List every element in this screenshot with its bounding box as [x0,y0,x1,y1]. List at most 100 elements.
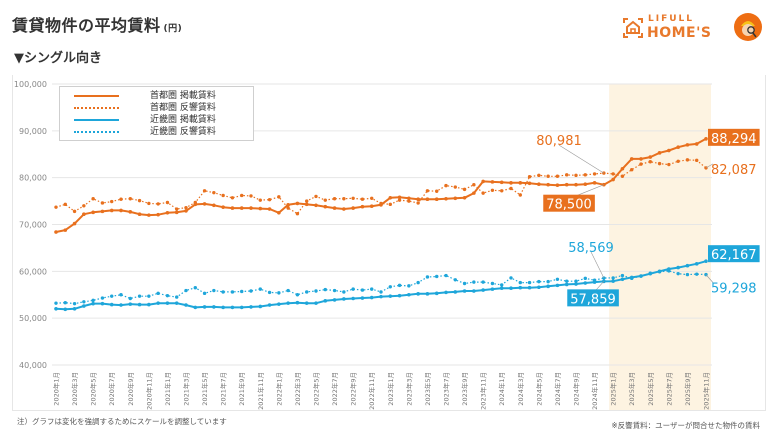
data-point [490,281,495,286]
data-point [54,301,58,305]
legend-swatch-dotted-blue [74,131,119,133]
x-tick-label: 2023年5月 [423,372,432,406]
annotation-label: 62,167 [711,248,757,263]
data-point [202,305,207,309]
data-point [156,291,160,296]
data-point [472,280,476,284]
data-point [221,290,225,294]
data-point [369,204,374,209]
series-line-0 [55,137,707,233]
data-point [193,200,197,205]
data-point [63,307,68,312]
lifull-homes-logo: LIFULL HOME'S [622,13,762,47]
data-point [416,280,420,285]
data-point [100,201,105,205]
data-point [583,276,587,281]
legend: 首都圏 掲載賃料 首都圏 反響賃料 近畿圏 掲載賃料 近畿圏 反響賃料 [59,86,254,141]
legend-swatch-solid-blue [74,119,119,121]
data-point [639,162,643,166]
data-point [342,207,346,211]
data-point [574,182,578,187]
data-point [360,288,365,292]
annotation-box [708,245,760,263]
y-tick-label: 60,000 [19,267,47,276]
x-tick-label: 2023年9月 [460,372,469,406]
data-point [221,205,225,209]
data-point [119,293,123,297]
data-point [165,301,170,305]
data-point [267,303,272,307]
data-point [583,173,587,177]
data-point [500,189,504,193]
data-point [388,196,393,200]
data-point [537,182,541,187]
legend-label: 首都圏 反響賃料 [150,103,216,113]
data-point [314,301,318,305]
data-point [212,203,216,208]
x-tick-label: 2024年9月 [572,372,581,406]
annotation-box [567,289,619,307]
x-tick-label: 2025年1月 [609,372,618,406]
data-point [54,307,58,311]
data-point [342,297,346,301]
x-tick-label: 2021年11月 [256,372,265,410]
data-point [109,302,114,307]
data-point [221,305,225,310]
data-point [416,201,420,205]
data-point [91,298,95,303]
data-point [435,189,439,193]
data-point [267,207,272,211]
data-point [435,274,439,279]
data-point [667,148,671,153]
data-point [472,289,476,293]
x-tick-label: 2020年3月 [70,372,79,406]
data-point [249,305,253,309]
data-point [416,292,420,296]
data-point [648,155,653,159]
home-logo-icon [623,18,643,38]
x-tick-label: 2024年7月 [553,372,562,406]
y-tick-label: 70,000 [19,221,47,230]
annotation-label: 58,569 [568,241,614,256]
data-point [546,284,550,289]
x-tick-label: 2020年1月 [52,372,61,406]
data-point [258,304,263,309]
data-point [509,181,513,185]
data-point [388,294,393,298]
data-point [537,173,541,178]
data-point [499,180,504,185]
data-point [611,276,615,280]
data-point [305,199,309,203]
data-point [128,210,133,214]
data-point [128,302,133,306]
x-tick-label: 2023年3月 [404,372,413,406]
x-tick-label: 2022年9月 [349,372,358,406]
data-point [202,202,207,206]
data-point [509,186,513,191]
data-point [397,198,402,202]
data-point [620,277,625,282]
annotation-label: 78,500 [546,198,592,213]
data-point [472,182,476,187]
data-point [694,142,699,146]
x-tick-label: 2024年5月 [534,372,543,406]
data-point [407,284,411,288]
data-point [527,280,532,285]
data-point [583,182,588,187]
data-point [100,296,105,300]
data-point [72,301,77,306]
data-point [694,262,699,266]
data-point [286,301,290,305]
data-point [184,205,188,210]
annotation-leader [705,163,714,169]
data-point [239,206,244,210]
data-point [323,287,327,292]
data-point [286,288,290,293]
data-point [444,273,448,278]
data-point [676,271,680,276]
data-point [565,279,569,283]
data-point [555,174,560,178]
x-tick-label: 2022年3月 [293,372,302,406]
data-point [611,172,615,176]
data-point [462,289,467,293]
